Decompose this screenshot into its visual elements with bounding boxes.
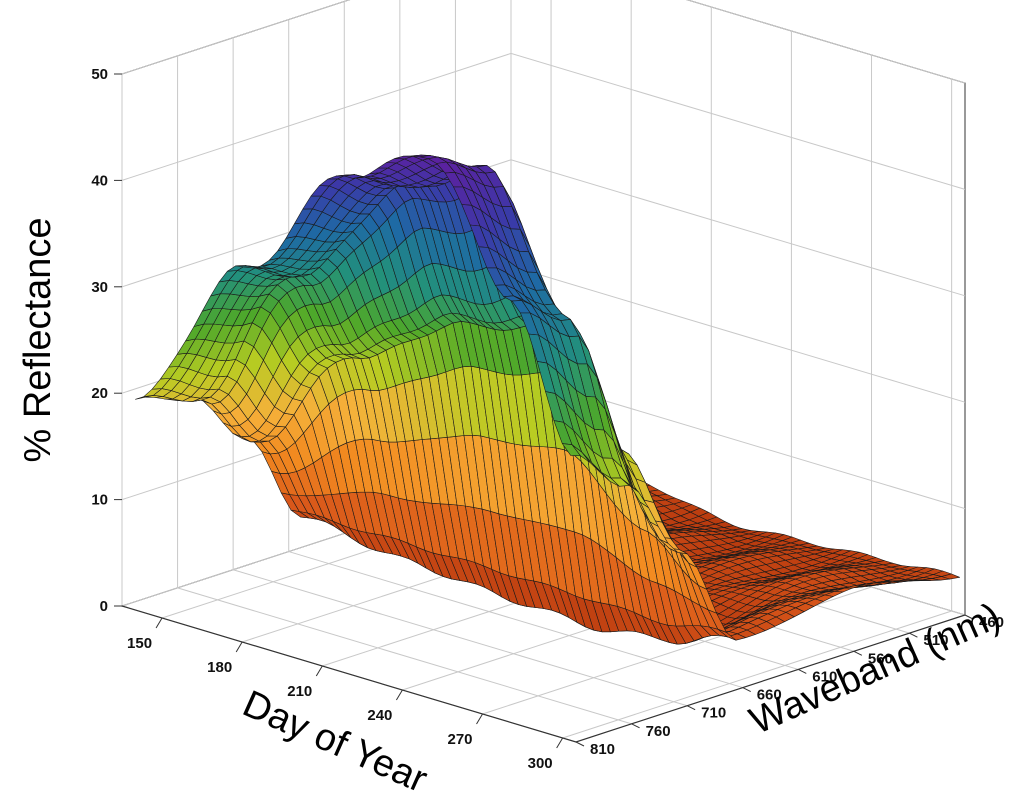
x-tick-mark (315, 665, 323, 677)
y-tick-mark (742, 687, 751, 693)
y-tick-label: 560 (868, 650, 893, 667)
x-gridline-floor (562, 610, 952, 739)
z-tick-label: 40 (91, 172, 108, 189)
x-tick-label: 240 (367, 707, 392, 724)
x-tick-mark (556, 737, 564, 749)
z-tick-label: 50 (91, 66, 108, 83)
surface-cell (561, 443, 581, 457)
y-tick-mark (575, 741, 585, 747)
x-tick-label: 300 (528, 755, 553, 772)
x-tick-mark (155, 617, 163, 629)
y-tick-label: 660 (757, 687, 782, 704)
y-tick-label: 760 (646, 723, 671, 740)
y-gridline-floor (177, 587, 632, 725)
x-axis-label: Day of Year (237, 683, 434, 796)
z-axis-label: % Reflectance (17, 217, 59, 462)
x-tick-label: 180 (207, 659, 232, 676)
x-tick-label: 150 (127, 635, 152, 652)
y-tick-label: 710 (701, 705, 726, 722)
y-gridline-floor (232, 569, 688, 707)
x-tick-label: 210 (287, 683, 312, 700)
y-tick-label: 460 (979, 614, 1004, 631)
tick-labels: 0 10 20 30 40 50 150 180 210 240 270 300 460 510 560 61… (91, 66, 1004, 772)
z-tick-label: 10 (91, 492, 108, 509)
x-tick-mark (395, 689, 403, 701)
y-tick-mark (631, 723, 640, 729)
z-tick-label: 30 (91, 279, 108, 296)
y-tick-label: 610 (812, 668, 837, 685)
z-tick-label: 0 (100, 598, 108, 615)
reflectance-surface (135, 154, 961, 645)
z-gridline (121, 0, 966, 84)
x-tick-mark (235, 641, 243, 653)
y-tick-mark (964, 614, 974, 620)
y-tick-mark (686, 705, 696, 711)
y-tick-mark (853, 650, 863, 656)
y-tick-mark (909, 632, 918, 638)
y-gridline-floor (288, 551, 743, 689)
z-tick-label: 20 (91, 385, 108, 402)
y-tick-label: 510 (923, 632, 948, 649)
x-tick-mark (476, 713, 483, 725)
y-tick-label: 810 (590, 741, 615, 758)
y-tick-mark (798, 668, 807, 674)
x-tick-label: 270 (447, 731, 472, 748)
